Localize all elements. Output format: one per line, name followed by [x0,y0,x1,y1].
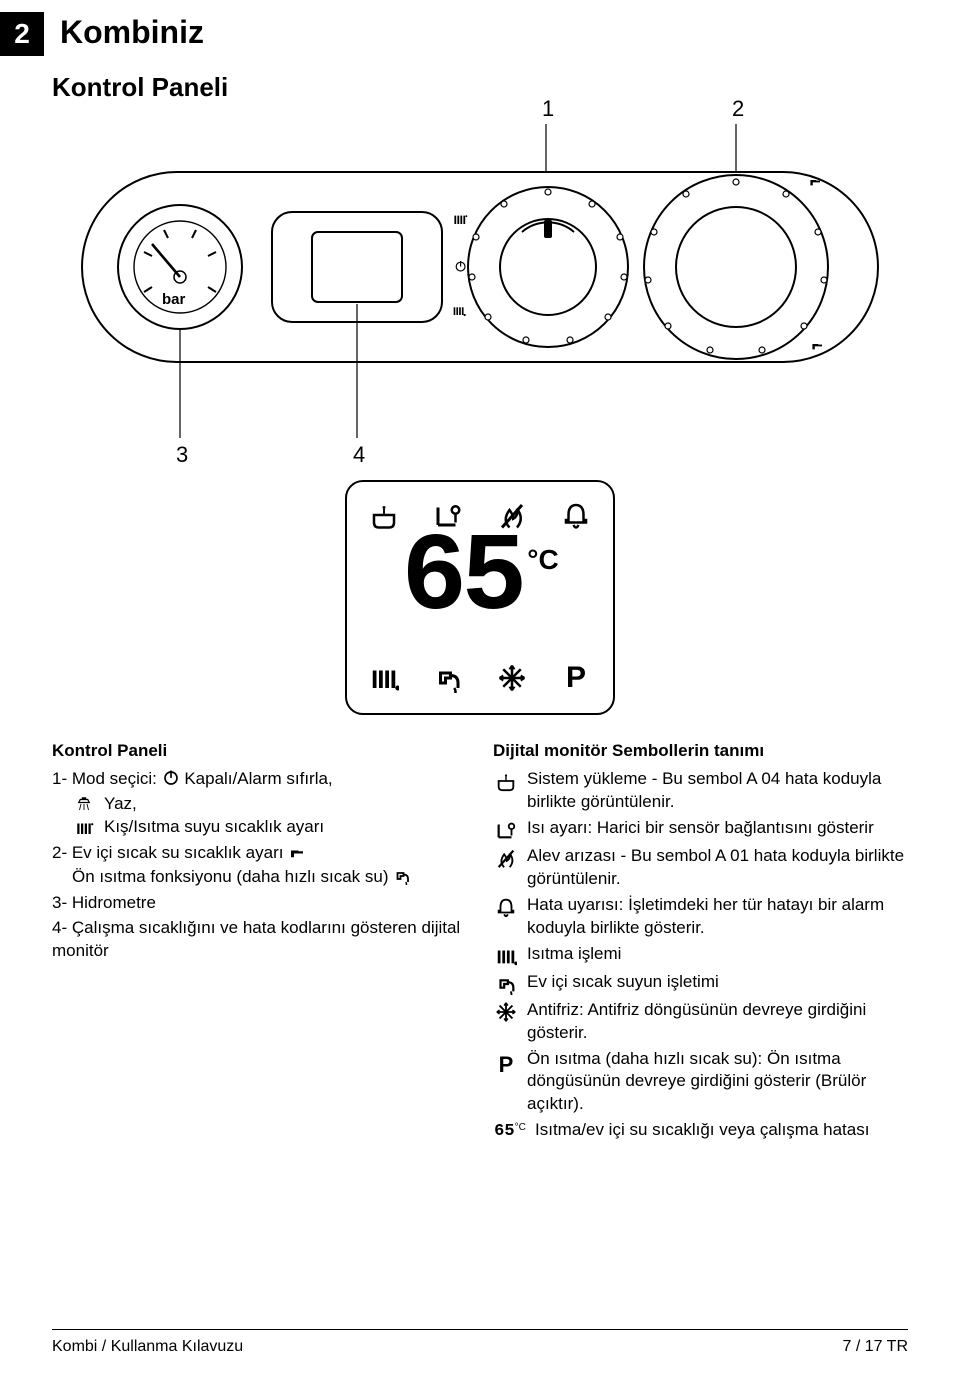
kis-text: Kış/Isıtma suyu sıcaklık ayarı [104,816,324,838]
footer-left: Kombi / Kullanma Kılavuzu [52,1338,243,1356]
callout-1: 1 [542,96,554,121]
faucet-icon [493,971,519,995]
left-col-title: Kontrol Paneli [52,740,467,762]
callout-2: 2 [732,96,744,121]
text-columns: Kontrol Paneli 1- Mod seçici: Kapalı/Ala… [52,740,908,1148]
bathtub-icon [369,500,399,530]
callout-3: 3 [176,442,188,467]
p-icon: P [493,1048,519,1079]
line-1-kis: Kış/Isıtma suyu sıcaklık ayarı [72,816,467,838]
symbol-def-text: Isıtma işlemi [527,943,908,965]
radiator-icon [369,663,399,693]
line-3: 3- Hidrometre [52,892,467,914]
symbol-def-text: Antifriz: Antifriz döngüsünün devreye gi… [527,999,908,1044]
radiator-icon [493,943,519,967]
seg65-icon: 65°C [493,1119,527,1143]
footer: Kombi / Kullanma Kılavuzu 7 / 17 TR [52,1329,908,1356]
bathtub-icon [493,768,519,792]
faucet-icon-inline [288,843,306,861]
radiator-icon-small [73,819,95,837]
page-number-box: 2 [0,12,44,56]
left-column: Kontrol Paneli 1- Mod seçici: Kapalı/Ala… [52,740,467,1148]
monitor-unit: °C [527,544,558,576]
p-icon: P [561,661,591,695]
chapter-title: Kombiniz [60,14,204,51]
line-4: 4- Çalışma sıcaklığını ve hata kodlarını… [52,917,467,962]
l1-suffix: Kapalı/Alarm sıfırla, [184,769,332,788]
digital-monitor-figure: 65 °C P [345,480,615,715]
shower-icon [74,795,94,813]
snowflake-icon [493,999,519,1023]
gauge-bar-label: bar [162,291,186,308]
faucet-icon [433,663,463,693]
symbol-def-row: Isı ayarı: Harici bir sensör bağlantısın… [493,817,908,841]
flame_fault-icon [493,845,519,869]
right-column: Dijital monitör Sembollerin tanımı Siste… [493,740,908,1148]
symbol-def-text: Sistem yükleme - Bu sembol A 04 hata kod… [527,768,908,813]
symbol-def-text: Alev arızası - Bu sembol A 01 hata koduy… [527,845,908,890]
page-number: 2 [14,18,30,50]
line-2b: Ön ısıtma fonksiyonu (daha hızlı sıcak s… [72,866,467,888]
bell-icon [561,500,591,530]
right-col-title: Dijital monitör Sembollerin tanımı [493,740,908,762]
l2b-prefix: Ön ısıtma fonksiyonu (daha hızlı sıcak s… [72,867,393,886]
line-1-yaz: Yaz, [72,793,467,815]
yaz-text: Yaz, [104,793,137,815]
line-2: 2- Ev içi sıcak su sıcaklık ayarı [52,842,467,864]
symbol-def-text: Ev içi sıcak suyun işletimi [527,971,908,993]
faucet-icon-inline2 [393,867,411,885]
line-1: 1- Mod seçici: Kapalı/Alarm sıfırla, [52,768,467,790]
symbol-def-row: Sistem yükleme - Bu sembol A 04 hata kod… [493,768,908,813]
l2-prefix: 2- Ev içi sıcak su sıcaklık ayarı [52,843,288,862]
symbol-def-row: Hata uyarısı: İşletimdeki her tür hatayı… [493,894,908,939]
control-panel-figure: 1 2 bar [52,82,908,492]
footer-right: 7 / 17 TR [842,1338,908,1356]
dhw-knob [644,175,828,359]
symbol-def-row: 65°C Isıtma/ev içi su sıcaklığı veya çalı… [493,1119,908,1143]
temp_adj-icon [493,817,519,841]
snowflake-icon [497,663,527,693]
symbol-def-text: Ön ısıtma (daha hızlı sıcak su): Ön ısıt… [527,1048,908,1115]
symbol-def-text: Isıtma/ev içi su sıcaklığı veya çalışma … [535,1119,908,1141]
l1-prefix: 1- Mod seçici: [52,769,162,788]
power-icon [162,769,180,787]
symbol-def-text: Isı ayarı: Harici bir sensör bağlantısın… [527,817,908,839]
symbol-def-row: Ev içi sıcak suyun işletimi [493,971,908,995]
symbol-def-row: Isıtma işlemi [493,943,908,967]
bell-icon [493,894,519,918]
monitor-value: 65 [401,536,521,624]
symbol-def-text: Hata uyarısı: İşletimdeki her tür hatayı… [527,894,908,939]
symbol-def-row: Alev arızası - Bu sembol A 01 hata koduy… [493,845,908,890]
callout-4: 4 [353,442,365,467]
symbol-def-row: Antifriz: Antifriz döngüsünün devreye gi… [493,999,908,1044]
symbol-def-row: P Ön ısıtma (daha hızlı sıcak su): Ön ısı… [493,1048,908,1115]
